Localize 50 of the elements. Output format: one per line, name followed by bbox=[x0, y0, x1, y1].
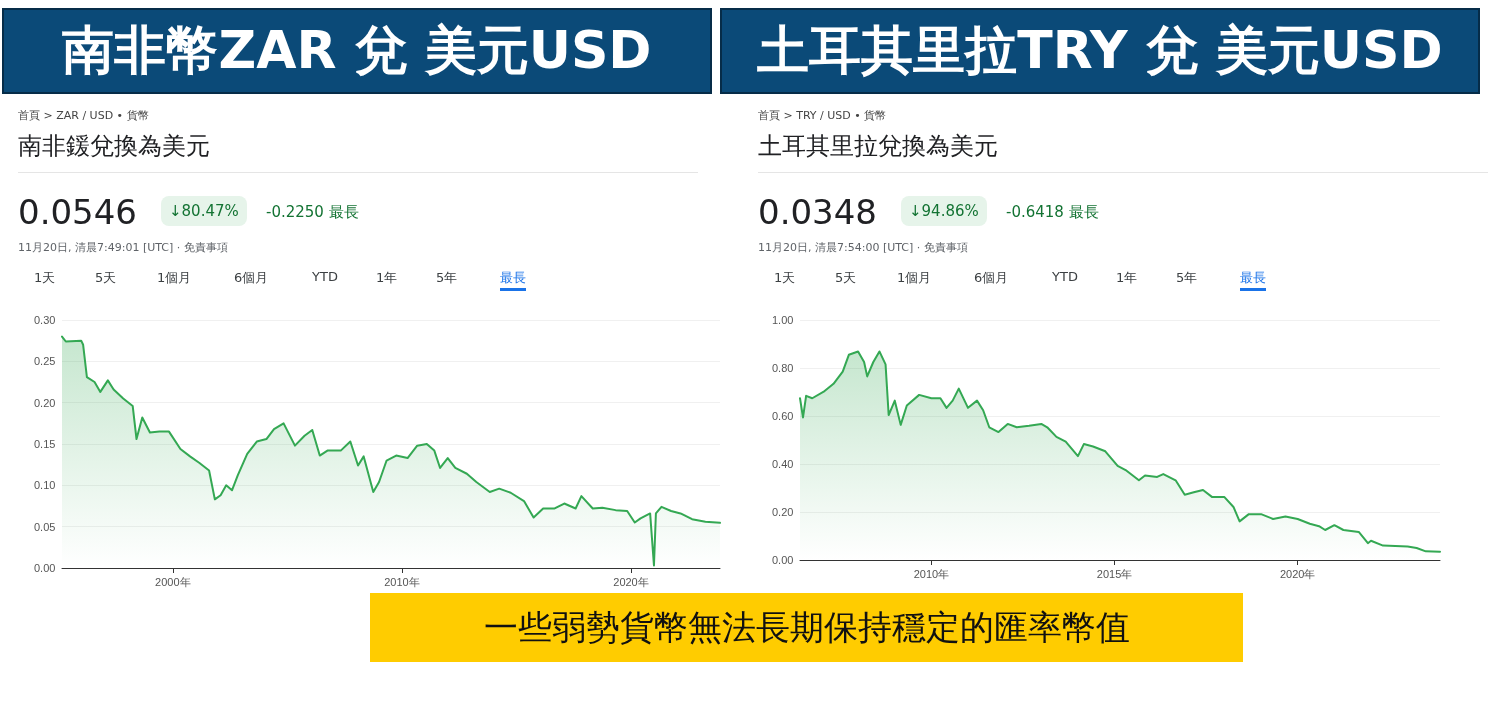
y-tick-label: 0.00 bbox=[772, 554, 794, 566]
text: YTD bbox=[312, 269, 338, 284]
text: 土耳其里拉兌換為美元 bbox=[758, 131, 998, 162]
text: ↓80.47% bbox=[161, 196, 247, 226]
text: 11月20日, 清晨7:54:00 [UTC] · 免責事項 bbox=[758, 240, 968, 255]
text: -0.6418 最長 bbox=[1006, 203, 1099, 222]
y-tick-label: 0.30 bbox=[34, 314, 56, 326]
text: 首頁 > ZAR / USD • 貨幣 bbox=[18, 108, 149, 123]
x-tick-label: 2000年 bbox=[155, 575, 191, 588]
text: 5天 bbox=[95, 269, 117, 287]
y-tick-label: 0.60 bbox=[772, 410, 794, 422]
y-tick-label: 0.05 bbox=[34, 520, 56, 533]
x-tick-label: 2015年 bbox=[1096, 567, 1133, 580]
y-tick-label: 0.00 bbox=[34, 562, 56, 574]
text: 0.0546 bbox=[18, 192, 137, 232]
text: 一些弱勢貨幣無法長期保持穩定的匯率幣值 bbox=[370, 593, 1243, 662]
text: 最長 bbox=[500, 269, 526, 291]
text: 5年 bbox=[1176, 269, 1198, 287]
text: YTD bbox=[1052, 269, 1078, 284]
text: 1天 bbox=[34, 269, 56, 287]
y-tick-label: 0.80 bbox=[772, 362, 794, 374]
text: -0.2250 最長 bbox=[266, 203, 359, 222]
text: 1年 bbox=[1116, 269, 1138, 287]
text: 1年 bbox=[376, 269, 398, 287]
y-tick-label: 0.25 bbox=[34, 355, 56, 368]
y-tick-label: 0.20 bbox=[772, 506, 794, 518]
y-tick-label: 0.10 bbox=[34, 479, 56, 492]
x-tick-label: 2020年 bbox=[1279, 567, 1316, 580]
text: ↓94.86% bbox=[901, 196, 987, 226]
text: 1天 bbox=[774, 269, 796, 287]
text: 首頁 > TRY / USD • 貨幣 bbox=[758, 108, 887, 123]
x-tick-label: 2010年 bbox=[913, 567, 950, 580]
chart-title: 南非幣ZAR 兌 美元USD bbox=[2, 8, 712, 94]
text: 南非鍰兌換為美元 bbox=[18, 131, 210, 162]
y-tick-label: 0.40 bbox=[772, 458, 794, 470]
x-tick-label: 2020年 bbox=[613, 575, 649, 588]
x-tick-label: 2010年 bbox=[384, 575, 420, 588]
chart-title: 土耳其里拉TRY 兌 美元USD bbox=[720, 8, 1480, 94]
text: 1個月 bbox=[897, 269, 932, 287]
text: 11月20日, 清晨7:49:01 [UTC] · 免責事項 bbox=[18, 240, 228, 255]
text: 5天 bbox=[835, 269, 857, 287]
text: 1個月 bbox=[157, 269, 192, 287]
y-tick-label: 0.20 bbox=[34, 396, 56, 409]
text: 5年 bbox=[436, 269, 458, 287]
text: 0.0348 bbox=[758, 192, 877, 232]
text: 6個月 bbox=[234, 269, 269, 287]
y-tick-label: 0.15 bbox=[34, 438, 56, 450]
text: 6個月 bbox=[974, 269, 1009, 287]
text: 最長 bbox=[1240, 269, 1266, 291]
y-tick-label: 1.00 bbox=[772, 314, 794, 326]
